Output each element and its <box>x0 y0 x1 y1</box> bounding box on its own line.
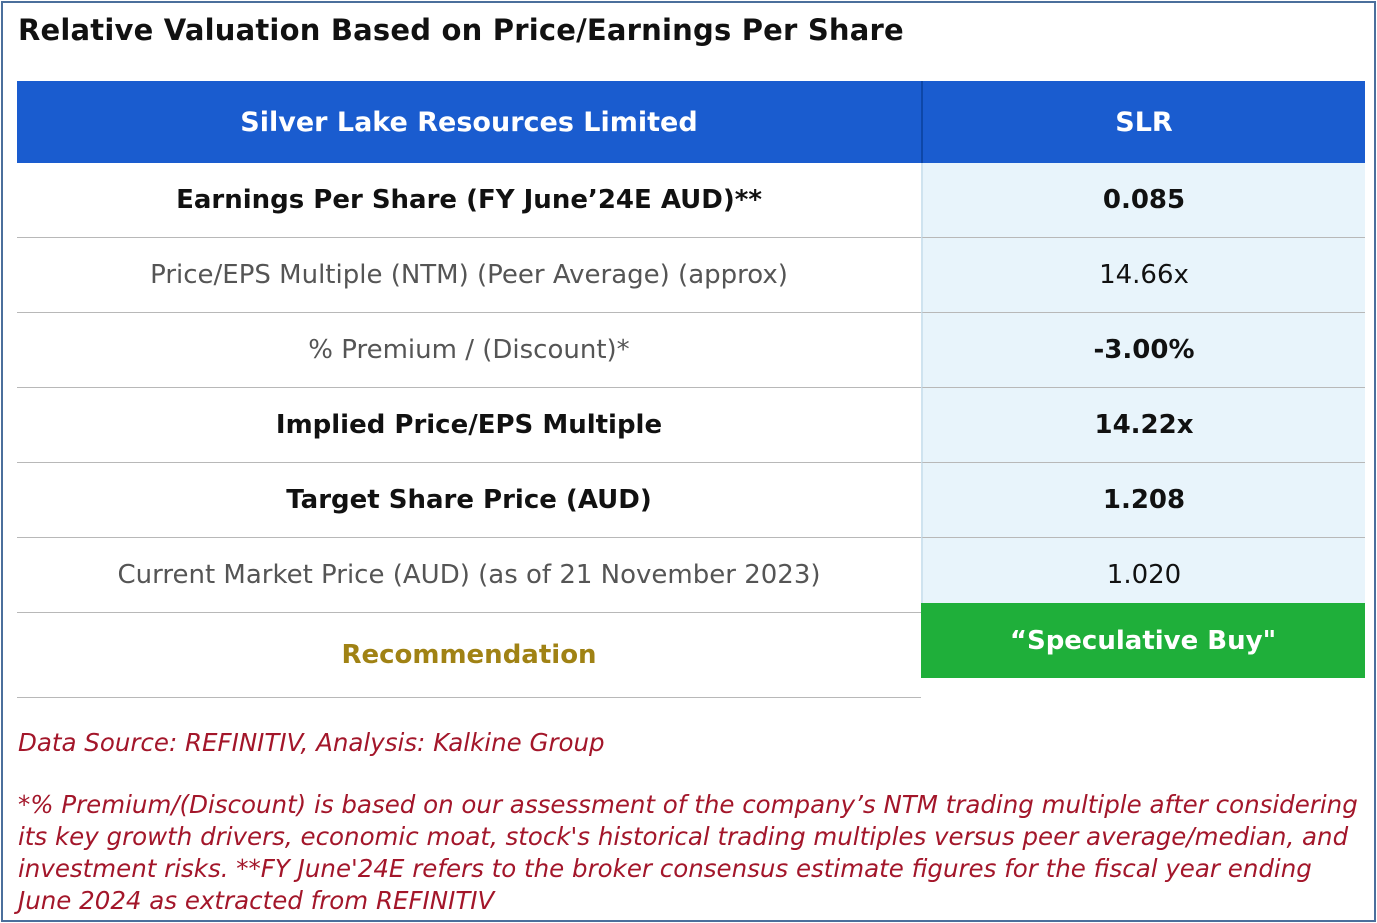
table-header: Silver Lake Resources Limited SLR <box>17 81 1365 163</box>
data-source-note: Data Source: REFINITIV, Analysis: Kalkin… <box>18 728 605 757</box>
row-label-eps: Earnings Per Share (FY June’24E AUD)** <box>17 163 921 238</box>
table-row: Current Market Price (AUD) (as of 21 Nov… <box>17 538 1365 613</box>
row-value-premium-discount: -3.00% <box>921 313 1365 388</box>
row-label-premium-discount: % Premium / (Discount)* <box>17 313 921 388</box>
row-value-implied-multiple: 14.22x <box>921 388 1365 463</box>
table-row: Earnings Per Share (FY June’24E AUD)** 0… <box>17 163 1365 238</box>
table-row: Implied Price/EPS Multiple 14.22x <box>17 388 1365 463</box>
company-name-header: Silver Lake Resources Limited <box>17 81 923 163</box>
methodology-footnote: *% Premium/(Discount) is based on our as… <box>18 790 1358 915</box>
valuation-table: Silver Lake Resources Limited SLR Earnin… <box>17 81 1365 698</box>
recommendation-badge: “Speculative Buy" <box>921 603 1365 678</box>
page-title: Relative Valuation Based on Price/Earnin… <box>18 13 904 47</box>
recommendation-row: Recommendation “Speculative Buy" <box>17 603 1365 698</box>
footnotes: Data Source: REFINITIV, Analysis: Kalkin… <box>18 727 1358 917</box>
table-row: Price/EPS Multiple (NTM) (Peer Average) … <box>17 238 1365 313</box>
row-label-current-price: Current Market Price (AUD) (as of 21 Nov… <box>17 538 921 613</box>
table-row: % Premium / (Discount)* -3.00% <box>17 313 1365 388</box>
ticker-header: SLR <box>1115 106 1173 138</box>
table-row: Target Share Price (AUD) 1.208 <box>17 463 1365 538</box>
row-value-eps: 0.085 <box>921 163 1365 238</box>
row-label-peer-multiple: Price/EPS Multiple (NTM) (Peer Average) … <box>17 238 921 313</box>
row-value-target-price: 1.208 <box>921 463 1365 538</box>
row-label-implied-multiple: Implied Price/EPS Multiple <box>17 388 921 463</box>
recommendation-label: Recommendation <box>17 613 921 698</box>
row-value-peer-multiple: 14.66x <box>921 238 1365 313</box>
row-value-current-price: 1.020 <box>921 538 1365 613</box>
row-label-target-price: Target Share Price (AUD) <box>17 463 921 538</box>
